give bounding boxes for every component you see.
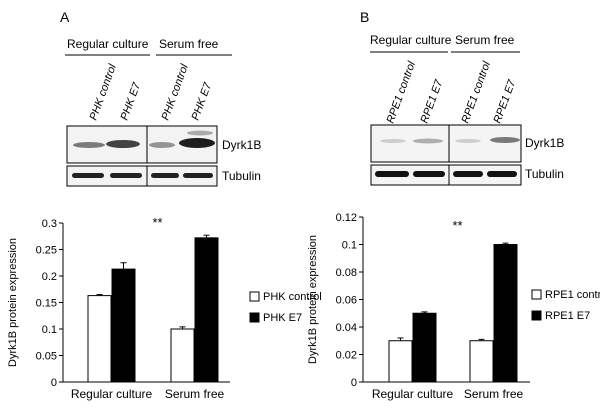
blot-band	[490, 137, 520, 143]
legend-swatch	[249, 312, 260, 323]
panel-b-dyrk1b-blot	[370, 124, 522, 163]
blot-band	[413, 171, 445, 177]
panel-a-condition-regular: Regular culture	[67, 37, 149, 51]
bar	[388, 340, 413, 383]
significance-marker: **	[152, 215, 162, 230]
panel-a-condition-serum: Serum free	[159, 37, 219, 51]
chart-b: 0 0.02 0.04 0.06 0.08 0.1 0.12 Dyrk1B protein e…	[307, 0, 600, 401]
panel-b-tubulin-blot	[370, 164, 522, 186]
significance-marker: *	[406, 0, 411, 3]
y-tick-label: 0.25	[36, 245, 57, 257]
blot-band	[183, 173, 213, 178]
bar	[87, 295, 112, 383]
panel-b-blot-label-tubulin: Tubulin	[525, 167, 564, 181]
panel-b-letter: B	[360, 9, 369, 25]
panel-a-lane-label: PHK E7	[119, 80, 144, 122]
panel-b-blot: B Regular culture Serum free RPE1 contro…	[360, 9, 564, 186]
panel-b-condition-serum: Serum free	[455, 33, 515, 47]
x-category-label: Serum free	[464, 387, 524, 401]
legend-swatch	[531, 310, 542, 321]
y-tick-label: 0.1	[342, 240, 357, 252]
bar	[111, 268, 136, 383]
y-tick-label: 0	[51, 377, 57, 389]
panel-b-lane-label: RPE1 control	[460, 59, 494, 125]
y-tick-label: 0.15	[36, 298, 57, 310]
panel-a-tubulin-blot	[66, 165, 218, 187]
blot-band	[151, 173, 179, 178]
blot-band	[149, 142, 175, 148]
y-tick-label: 0.2	[42, 271, 57, 283]
y-tick-label: 0.04	[336, 322, 357, 334]
x-category-label: Serum free	[165, 387, 225, 401]
panel-a-blot: A Regular culture Serum free PHK control…	[60, 9, 261, 187]
panel-b-lane-label: RPE1 E7	[419, 78, 446, 125]
blot-band	[375, 171, 409, 177]
x-category-label: Regular culture	[71, 387, 153, 401]
panel-b-lane-label: RPE1 control	[385, 59, 419, 125]
bar	[412, 312, 437, 383]
chart-a: 0 0.05 0.1 0.15 0.2 0.25 0.3 Dyrk1B protein exp…	[7, 0, 322, 401]
legend-label: PHK control	[263, 291, 322, 303]
significance-marker: **	[452, 218, 462, 233]
y-axis-label: Dyrk1B protein expression	[307, 235, 319, 364]
y-tick-label: 0	[351, 377, 357, 389]
blot-band	[380, 139, 406, 143]
blot-band	[106, 140, 140, 148]
blot-band	[72, 173, 104, 178]
bar	[493, 244, 518, 383]
blot-band	[187, 130, 213, 136]
panel-b-blot-label-dyrk1b: Dyrk1B	[525, 136, 564, 150]
bar	[194, 237, 219, 383]
y-tick-label: 0.02	[336, 350, 357, 362]
y-tick-label: 0.12	[336, 212, 357, 224]
y-tick-label: 0.06	[336, 295, 357, 307]
panel-b-lane-label: RPE1 E7	[492, 78, 519, 125]
significance-marker: *	[105, 0, 110, 3]
y-axis-label: Dyrk1B protein expression	[7, 238, 19, 367]
y-tick-label: 0.1	[42, 324, 57, 336]
legend-label: PHK E7	[263, 312, 302, 324]
blot-band	[73, 142, 105, 148]
blot-band	[455, 139, 481, 143]
panel-a-lane-label: PHK control	[160, 62, 192, 122]
legend-swatch	[531, 289, 542, 300]
legend-label: RPE1 E7	[545, 310, 590, 322]
x-category-label: Regular culture	[372, 387, 454, 401]
blot-band	[487, 171, 517, 177]
y-tick-label: 0.08	[336, 267, 357, 279]
panel-a-blot-label-dyrk1b: Dyrk1B	[222, 138, 261, 152]
y-tick-label: 0.3	[42, 218, 57, 230]
blot-band	[413, 138, 443, 144]
legend-label: RPE1 control	[545, 289, 600, 301]
y-tick-label: 0.05	[36, 351, 57, 363]
significance-marker: *	[188, 0, 193, 3]
panel-a-lane-label: PHK E7	[190, 80, 215, 122]
bar	[469, 340, 494, 383]
legend-swatch	[249, 291, 260, 302]
blot-band	[179, 138, 215, 148]
panel-a-blot-label-tubulin: Tubulin	[222, 169, 261, 183]
blot-band	[110, 173, 142, 178]
bar	[170, 328, 195, 383]
panel-a-letter: A	[60, 9, 70, 25]
blot-band	[453, 171, 483, 177]
panel-b-condition-regular: Regular culture	[370, 33, 452, 47]
panel-a-lane-label: PHK control	[88, 62, 120, 122]
